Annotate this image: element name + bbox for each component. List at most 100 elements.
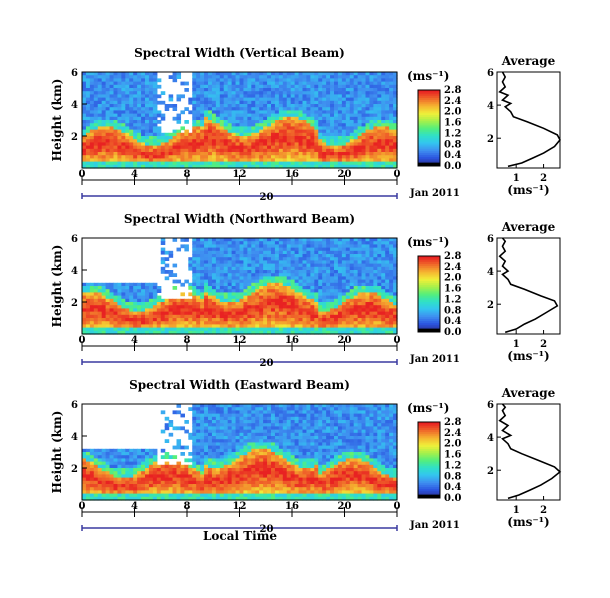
heatmap-cell [184,298,189,303]
heatmap-cell [109,75,115,79]
heatmap-cell [82,464,87,469]
heatmap-cell [310,120,315,124]
heatmap-cell [82,75,87,79]
heatmap-cell [137,145,142,150]
heatmap-cell [298,97,304,102]
heatmap-cell [172,410,178,415]
heatmap-cell [231,120,237,124]
heatmap-cell [133,292,138,297]
heatmap-cell [117,145,122,150]
heatmap-cell [188,161,193,166]
heatmap-cell [314,75,319,79]
heatmap-cell [208,81,213,86]
heatmap-cell [310,318,315,322]
heatmap-cell [255,295,260,300]
heatmap-cell [145,142,150,147]
heatmap-cell [227,266,233,271]
heatmap-cell [184,493,189,498]
heatmap-cell [322,295,327,300]
heatmap-cell [101,484,107,488]
heatmap-cell [105,139,111,143]
heatmap-cell [318,72,323,76]
heatmap-cell [334,238,339,242]
heatmap-cell [381,132,386,137]
heatmap-cell [231,279,237,284]
heatmap-cell [267,318,272,322]
heatmap-cell [259,91,264,95]
heatmap-cell [247,78,252,83]
heatmap-cell [330,327,335,332]
heatmap-cell [231,308,237,313]
heatmap-cell [345,289,351,293]
heatmap-cell [341,75,347,79]
heatmap-cell [365,94,371,99]
heatmap-cell [129,464,134,469]
heatmap-cell [357,129,363,134]
heatmap-cell [133,75,138,79]
heatmap-cell [255,244,260,249]
heatmap-cell [160,142,166,147]
heatmap-cell [373,289,378,293]
heatmap-cell [164,158,170,163]
heatmap-cell [208,139,213,143]
heatmap-cell [97,493,103,498]
heatmap-cell [330,282,335,287]
heatmap-cell [377,145,382,150]
heatmap-cell [369,308,374,313]
heatmap-cell [255,91,260,95]
heatmap-cell [318,91,323,95]
heatmap-cell [137,72,142,76]
heatmap-cell [330,321,335,325]
heatmap-cell [243,142,248,147]
heatmap-cell [121,490,126,495]
heatmap-cell [271,136,276,140]
heatmap-cell [278,75,284,79]
heatmap-cell [271,292,276,297]
heatmap-cell [235,94,241,99]
heatmap-cell [148,464,154,469]
heatmap-cell [271,91,276,95]
heatmap-cell [192,311,197,316]
colorbar-step [418,139,440,142]
heatmap-cell [290,75,296,79]
colorbar [418,256,440,333]
heatmap-cell [160,410,166,415]
heatmap-cell [259,84,264,89]
heatmap-cell [129,295,134,300]
heatmap-cell [121,298,126,303]
heatmap-cell [286,75,292,79]
heatmap-cell [314,161,319,166]
heatmap-cell [97,97,103,102]
heatmap-cell [164,439,170,443]
heatmap-cell [223,123,229,127]
heatmap-cell [322,250,327,255]
colorbar-step [418,128,440,131]
heatmap-cell [196,445,201,450]
heatmap-cell [235,132,241,137]
heatmap-cell [239,161,245,166]
heatmap-cell [353,238,359,242]
heatmap-cell [274,318,280,322]
heatmap-cell [176,148,182,153]
heatmap-cell [381,292,386,297]
colorbar-step [418,124,440,127]
heatmap-cell [168,254,174,258]
heatmap-cell [326,100,331,105]
heatmap-cell [89,496,95,501]
heatmap-cell [243,88,248,92]
heatmap-cell [365,324,371,329]
heatmap-cell [310,276,315,281]
heatmap-cell [200,142,205,147]
heatmap-cell [326,308,331,313]
heatmap-cell [278,270,284,274]
heatmap-cell [298,298,304,303]
heatmap-cell [113,139,119,143]
heatmap-cell [85,282,91,287]
heatmap-cell [160,136,166,140]
heatmap-cell [156,129,162,134]
heatmap-cell [255,164,260,169]
heatmap-cell [298,330,304,335]
heatmap-cell [235,247,241,252]
heatmap-cell [196,302,201,306]
heatmap-cell [82,311,87,316]
